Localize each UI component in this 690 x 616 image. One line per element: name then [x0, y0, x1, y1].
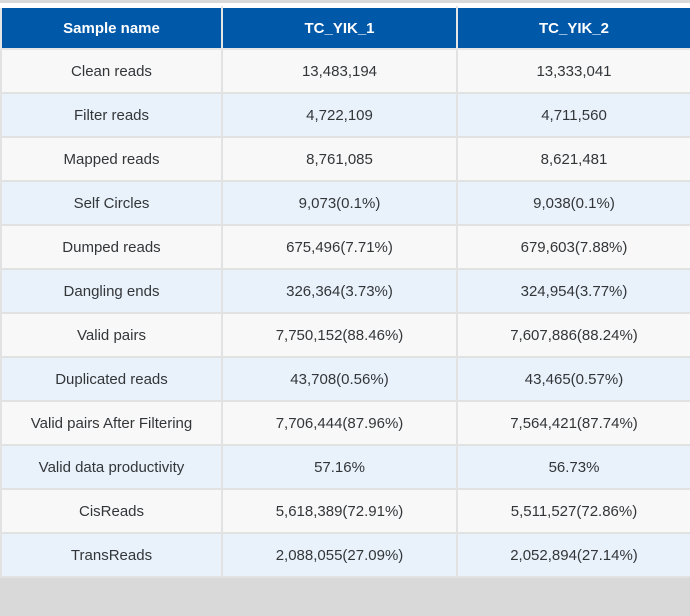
- report-page: Sample name TC_YIK_1 TC_YIK_2 Clean read…: [0, 3, 690, 578]
- metric-value: 326,364(3.73%): [221, 268, 458, 314]
- table-row-dumped-reads: Dumped reads 675,496(7.71%) 679,603(7.88…: [0, 224, 690, 270]
- table-row-duplicated-reads: Duplicated reads 43,708(0.56%) 43,465(0.…: [0, 356, 690, 402]
- metric-value: 7,750,152(88.46%): [221, 312, 458, 358]
- column-header-sample-name: Sample name: [0, 6, 223, 50]
- metric-label: Filter reads: [0, 92, 223, 138]
- qc-summary-table: Sample name TC_YIK_1 TC_YIK_2 Clean read…: [0, 6, 690, 578]
- metric-value: 13,483,194: [221, 48, 458, 94]
- metric-label: Valid pairs: [0, 312, 223, 358]
- metric-value: 56.73%: [456, 444, 690, 490]
- table-row-mapped-reads: Mapped reads 8,761,085 8,621,481: [0, 136, 690, 182]
- metric-value: 5,618,389(72.91%): [221, 488, 458, 534]
- metric-value: 7,607,886(88.24%): [456, 312, 690, 358]
- metric-value: 7,564,421(87.74%): [456, 400, 690, 446]
- table-row-valid-pairs-after-filtering: Valid pairs After Filtering 7,706,444(87…: [0, 400, 690, 446]
- metric-label: Duplicated reads: [0, 356, 223, 402]
- table-row-filter-reads: Filter reads 4,722,109 4,711,560: [0, 92, 690, 138]
- table-row-valid-pairs: Valid pairs 7,750,152(88.46%) 7,607,886(…: [0, 312, 690, 358]
- metric-label: Valid data productivity: [0, 444, 223, 490]
- metric-value: 9,038(0.1%): [456, 180, 690, 226]
- metric-value: 675,496(7.71%): [221, 224, 458, 270]
- table-row-clean-reads: Clean reads 13,483,194 13,333,041: [0, 48, 690, 94]
- metric-value: 43,708(0.56%): [221, 356, 458, 402]
- metric-label: Mapped reads: [0, 136, 223, 182]
- metric-label: Valid pairs After Filtering: [0, 400, 223, 446]
- metric-value: 43,465(0.57%): [456, 356, 690, 402]
- metric-value: 9,073(0.1%): [221, 180, 458, 226]
- table-row-valid-data-productivity: Valid data productivity 57.16% 56.73%: [0, 444, 690, 490]
- column-header-tc-yik-2: TC_YIK_2: [456, 6, 690, 50]
- metric-value: 4,711,560: [456, 92, 690, 138]
- metric-value: 5,511,527(72.86%): [456, 488, 690, 534]
- metric-value: 679,603(7.88%): [456, 224, 690, 270]
- header-row: Sample name TC_YIK_1 TC_YIK_2: [0, 6, 690, 50]
- table-row-dangling-ends: Dangling ends 326,364(3.73%) 324,954(3.7…: [0, 268, 690, 314]
- metric-label: TransReads: [0, 532, 223, 578]
- metric-label: Self Circles: [0, 180, 223, 226]
- metric-label: Dumped reads: [0, 224, 223, 270]
- column-header-tc-yik-1: TC_YIK_1: [221, 6, 458, 50]
- metric-value: 4,722,109: [221, 92, 458, 138]
- metric-value: 13,333,041: [456, 48, 690, 94]
- metric-value: 8,761,085: [221, 136, 458, 182]
- metric-value: 57.16%: [221, 444, 458, 490]
- metric-label: CisReads: [0, 488, 223, 534]
- metric-value: 2,088,055(27.09%): [221, 532, 458, 578]
- metric-value: 2,052,894(27.14%): [456, 532, 690, 578]
- metric-label: Clean reads: [0, 48, 223, 94]
- table-container: Sample name TC_YIK_1 TC_YIK_2 Clean read…: [0, 3, 690, 578]
- table-row-transreads: TransReads 2,088,055(27.09%) 2,052,894(2…: [0, 532, 690, 578]
- table-row-cisreads: CisReads 5,618,389(72.91%) 5,511,527(72.…: [0, 488, 690, 534]
- metric-value: 7,706,444(87.96%): [221, 400, 458, 446]
- metric-value: 324,954(3.77%): [456, 268, 690, 314]
- metric-value: 8,621,481: [456, 136, 690, 182]
- table-row-self-circles: Self Circles 9,073(0.1%) 9,038(0.1%): [0, 180, 690, 226]
- metric-label: Dangling ends: [0, 268, 223, 314]
